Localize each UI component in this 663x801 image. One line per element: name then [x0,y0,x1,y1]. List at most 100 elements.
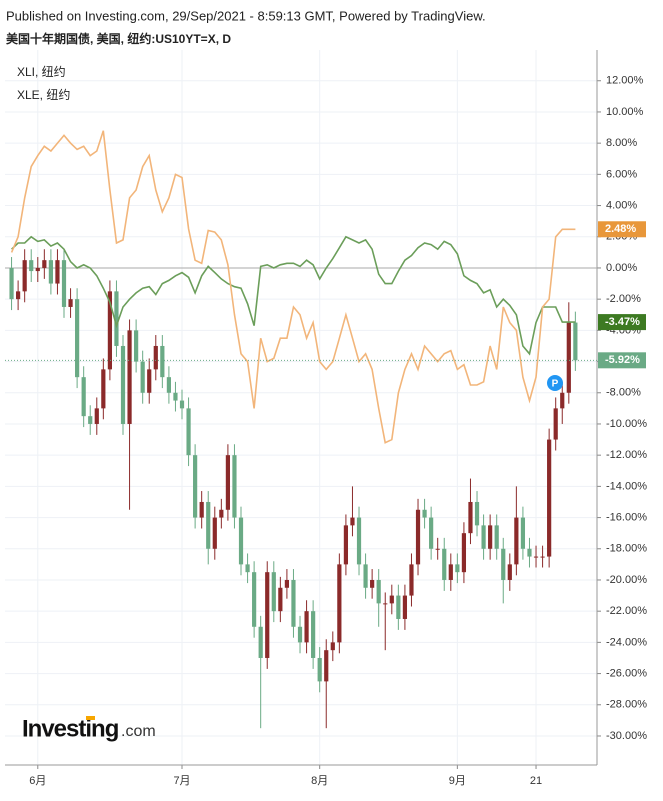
y-tick-label: 8.00% [606,137,637,149]
candle-body [389,595,394,604]
candle-body [311,611,316,658]
candle-body [481,525,486,549]
candle-body [324,650,329,682]
logo-accent [86,716,95,720]
y-tick-label: -16.00% [606,511,647,523]
candle-body [494,525,499,549]
candle-body [330,642,335,651]
legend-entry: XLI, 纽约 [17,64,66,79]
watermark: Investing [22,715,119,742]
candle-body [232,455,237,518]
candle-body [376,579,381,604]
candle-body [9,267,14,300]
candle-body [429,517,434,549]
y-tick-label: 4.00% [606,199,637,211]
y-tick-label: 6.00% [606,168,637,180]
candle-body [101,369,106,409]
candle-body [573,322,578,361]
y-tick-label: -28.00% [606,699,647,711]
y-tick-label: -30.00% [606,730,647,742]
candle-body [488,525,493,549]
overlay: XLI, 纽约 XLE, 纽约 2.48% -3.47% -5.92% [5,64,646,444]
candle-body [363,564,368,588]
y-tick-label: -12.00% [606,449,647,461]
candle-body [252,572,257,627]
price-tag [598,314,646,331]
candle-body [422,509,427,518]
candle-body [271,572,276,612]
y-tick-label: -22.00% [606,605,647,617]
candle-body [297,626,303,643]
price-tag [598,352,646,369]
y-tick-label: -26.00% [606,667,647,679]
x-tick-label: 6月 [29,775,46,787]
candle-body [160,345,165,378]
candle-body [22,260,27,292]
candle-body [127,330,132,424]
candle-body [238,517,244,565]
candle-body [350,517,355,526]
event-marker [547,375,563,391]
watermark-suffix: .com [121,723,156,740]
candle-body [474,501,480,526]
y-tick-label: -20.00% [606,574,647,586]
candle-body [42,260,47,268]
candle-body [179,400,185,409]
candle-body [278,587,283,612]
legend-entry: XLE, 纽约 [17,87,70,102]
candle-body [153,345,158,370]
candle-body [29,260,34,272]
candle-body [94,408,99,424]
candle-body [448,564,453,580]
candle-body [540,556,545,558]
candle-body [199,501,204,518]
candle-body [370,579,375,588]
candle-body [140,361,145,393]
candle-body [186,408,191,456]
candle-body [343,525,349,565]
candle-body [468,501,473,534]
candle-body [507,564,512,580]
y-tick-label: -24.00% [606,636,647,648]
candle-body [206,501,211,549]
candle-body [88,416,93,424]
candle-body [258,626,263,658]
candle-body [409,564,414,596]
candle-body [48,260,53,284]
price-tag [598,221,646,238]
candle-body [35,267,40,272]
y-tick-label: -2.00% [606,293,641,305]
series-line [11,235,576,356]
candle-body [514,517,519,565]
candle-body [553,408,558,440]
candle-body [304,611,309,643]
y-tick-label: 0.00% [606,262,637,274]
candle-body [225,455,231,510]
y-tick-label: -14.00% [606,480,647,492]
y-tick-label: -18.00% [606,543,647,555]
candle-body [193,455,198,518]
candle-body [61,260,67,307]
candle-body [402,595,408,619]
candle-body [75,299,80,378]
candle-body [291,579,296,627]
candle-body [245,564,250,573]
candle-body [55,260,60,284]
candle-body [461,533,467,573]
candle-body [120,345,126,424]
plot-area: -30.00% -28.00% -26.00% -24.00% -22.00% -20.0… [5,50,647,787]
source: Published on Investing.com, 29/Sep/2021 … [6,8,486,23]
candle-body [396,595,401,619]
candle-body [356,517,362,565]
candle-body [560,392,565,409]
price-tag-label: 2.48% [605,223,636,235]
candle-body [212,517,217,549]
candle-body [383,603,388,605]
x-tick-label: 7月 [173,775,190,787]
x-tick-label: 21 [530,775,542,787]
candle-body [547,439,552,557]
candle-body [533,556,539,558]
candle-body [337,564,342,643]
price-tag-label: -5.92% [605,354,640,366]
